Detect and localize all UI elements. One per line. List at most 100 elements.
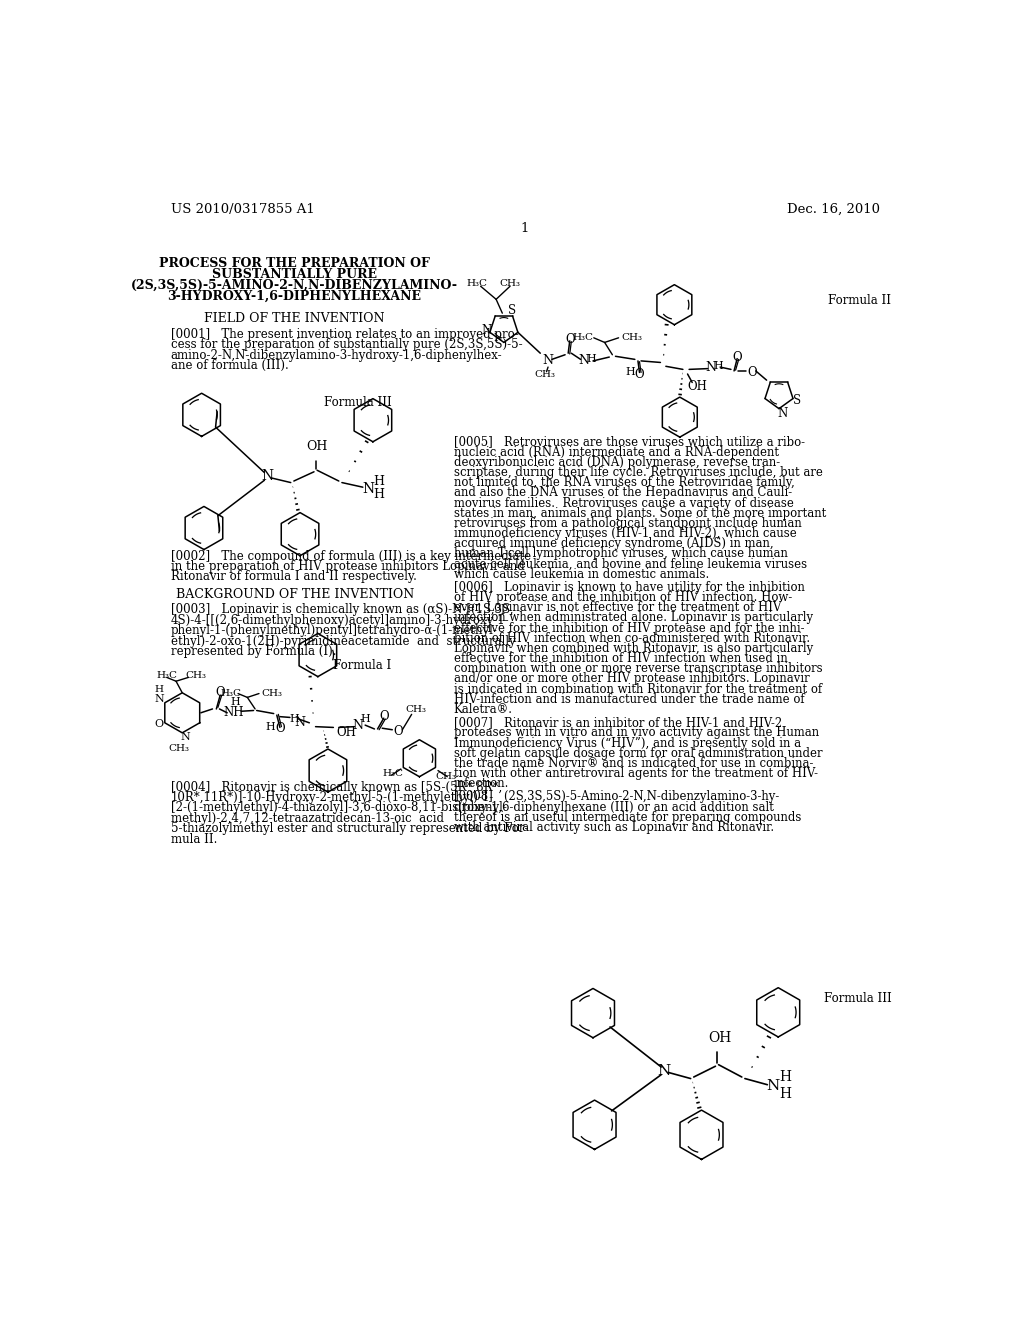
Text: H: H (155, 685, 164, 694)
Text: H: H (587, 354, 596, 364)
Text: infection when administrated alone. Lopinavir is particularly: infection when administrated alone. Lopi… (454, 611, 813, 624)
Text: N: N (155, 694, 164, 704)
Text: O: O (215, 685, 225, 698)
Text: SUBSTANTIALLY PURE: SUBSTANTIALLY PURE (212, 268, 377, 281)
Text: CH₃: CH₃ (435, 772, 457, 781)
Text: movirus families.  Retroviruses cause a variety of disease: movirus families. Retroviruses cause a v… (454, 496, 794, 510)
Text: 4S)-4-[[(2,6-dimethylphenoxy)acetyl]amino]-3-hydroxy-1-: 4S)-4-[[(2,6-dimethylphenoxy)acetyl]amin… (171, 614, 509, 627)
Text: H₃C: H₃C (157, 672, 177, 680)
Text: H: H (626, 367, 635, 376)
Text: Immunodeficiency Virus (“HIV”), and is presently sold in a: Immunodeficiency Virus (“HIV”), and is p… (454, 737, 801, 750)
Text: US 2010/0317855 A1: US 2010/0317855 A1 (171, 203, 314, 216)
Text: CH₃: CH₃ (535, 371, 555, 379)
Text: CH₃: CH₃ (185, 672, 207, 680)
Text: PROCESS FOR THE PREPARATION OF: PROCESS FOR THE PREPARATION OF (159, 257, 430, 271)
Text: CH₃: CH₃ (406, 705, 427, 714)
Text: N: N (579, 354, 589, 367)
Text: Formula III: Formula III (823, 991, 891, 1005)
Text: H₃C: H₃C (383, 770, 403, 777)
Text: Lopinavir, when combined with Ritonavir, is also particularly: Lopinavir, when combined with Ritonavir,… (454, 642, 813, 655)
Text: is indicated in combination with Ritonavir for the treatment of: is indicated in combination with Ritonav… (454, 682, 821, 696)
Text: and also the DNA viruses of the Hepadnavirus and Cauli-: and also the DNA viruses of the Hepadnav… (454, 487, 792, 499)
Text: effective for the inhibition of HIV infection when used in: effective for the inhibition of HIV infe… (454, 652, 787, 665)
Text: N: N (362, 482, 375, 496)
Text: H: H (290, 714, 299, 723)
Text: N: N (543, 354, 554, 367)
Text: H: H (360, 714, 370, 723)
Text: [0002]   The compound of formula (III) is a key intermediate: [0002] The compound of formula (III) is … (171, 549, 530, 562)
Text: NH: NH (223, 706, 244, 719)
Text: [0004]   Ritonavir is chemically known as [5S-(5R*,8R*,: [0004] Ritonavir is chemically known as … (171, 780, 502, 793)
Text: in the preparation of HIV protease inhibitors Lopinavir and: in the preparation of HIV protease inhib… (171, 560, 524, 573)
Text: OH: OH (709, 1031, 732, 1045)
Text: OH: OH (687, 380, 707, 393)
Text: H: H (265, 722, 275, 733)
Text: S: S (793, 393, 801, 407)
Text: [0007]   Ritonavir is an inhibitor of the HIV-1 and HIV-2: [0007] Ritonavir is an inhibitor of the … (454, 717, 781, 729)
Text: H: H (374, 488, 385, 502)
Text: [0001]   The present invention relates to an improved pro-: [0001] The present invention relates to … (171, 327, 518, 341)
Text: [0005]   Retroviruses are those viruses which utilize a ribo-: [0005] Retroviruses are those viruses wh… (454, 436, 805, 449)
Text: H: H (779, 1071, 792, 1084)
Text: ever, Lopinavir is not effective for the treatment of HIV: ever, Lopinavir is not effective for the… (454, 602, 781, 614)
Text: represented by Formula (I).: represented by Formula (I). (171, 645, 336, 659)
Text: Formula II: Formula II (828, 294, 891, 308)
Text: BACKGROUND OF THE INVENTION: BACKGROUND OF THE INVENTION (175, 589, 414, 601)
Text: N: N (481, 325, 492, 338)
Text: the trade name Norvir® and is indicated for use in combina-: the trade name Norvir® and is indicated … (454, 756, 813, 770)
Text: Ritonavir of formula I and II respectively.: Ritonavir of formula I and II respective… (171, 570, 417, 583)
Text: not limited to, the RNA viruses of the Retroviridae family,: not limited to, the RNA viruses of the R… (454, 477, 795, 490)
Text: Dec. 16, 2010: Dec. 16, 2010 (786, 203, 880, 216)
Text: acute cell leukemia, and bovine and feline leukemia viruses: acute cell leukemia, and bovine and feli… (454, 557, 807, 570)
Text: N: N (766, 1080, 779, 1093)
Text: HIV-infection and is manufactured under the trade name of: HIV-infection and is manufactured under … (454, 693, 804, 706)
Text: H: H (230, 697, 240, 708)
Text: retroviruses from a pathological standpoint include human: retroviruses from a pathological standpo… (454, 517, 801, 529)
Text: 5-thiazolylmethyl ester and structurally represented by For-: 5-thiazolylmethyl ester and structurally… (171, 822, 528, 836)
Text: H: H (714, 360, 723, 371)
Text: acquired immune deficiency syndrome (AIDS) in man,: acquired immune deficiency syndrome (AID… (454, 537, 773, 550)
Text: with antiviral activity such as Lopinavir and Ritonavir.: with antiviral activity such as Lopinavi… (454, 821, 773, 834)
Text: CH₃: CH₃ (261, 689, 283, 698)
Text: (2S,3S,5S)-5-AMINO-2-N,N-DIBENZYLAMINO-: (2S,3S,5S)-5-AMINO-2-N,N-DIBENZYLAMINO- (131, 279, 458, 292)
Text: immunodeficiency viruses (HIV-1 and HIV-2), which cause: immunodeficiency viruses (HIV-1 and HIV-… (454, 527, 797, 540)
Text: OH: OH (337, 726, 356, 739)
Text: droxy-1,6-diphenylhexane (III) or an acid addition salt: droxy-1,6-diphenylhexane (III) or an aci… (454, 800, 773, 813)
Text: 10R*,11R*)]-10-Hydroxy-2-methyl-5-(1-methylethyl)-1-: 10R*,11R*)]-10-Hydroxy-2-methyl-5-(1-met… (171, 791, 494, 804)
Text: N: N (352, 718, 362, 731)
Text: infection.: infection. (454, 777, 509, 791)
Text: O: O (748, 366, 757, 379)
Text: 3-HYDROXY-1,6-DIPHENYLHEXANE: 3-HYDROXY-1,6-DIPHENYLHEXANE (168, 289, 422, 302)
Text: Formula III: Formula III (324, 396, 391, 409)
Text: O: O (732, 351, 742, 363)
Text: O: O (393, 725, 402, 738)
Text: states in man, animals and plants. Some of the more important: states in man, animals and plants. Some … (454, 507, 825, 520)
Text: which cause leukemia in domestic animals.: which cause leukemia in domestic animals… (454, 568, 709, 581)
Text: S: S (508, 304, 516, 317)
Text: soft gelatin capsule dosage form for oral administration under: soft gelatin capsule dosage form for ora… (454, 747, 822, 760)
Text: thereof is an useful intermediate for preparing compounds: thereof is an useful intermediate for pr… (454, 810, 801, 824)
Text: amino-2-N,N-dibenzylamino-3-hydroxy-1,6-diphenylhex-: amino-2-N,N-dibenzylamino-3-hydroxy-1,6-… (171, 348, 502, 362)
Text: mula II.: mula II. (171, 833, 217, 846)
Text: ane of formula (III).: ane of formula (III). (171, 359, 289, 372)
Text: O: O (275, 722, 285, 735)
Text: of HIV protease and the inhibition of HIV infection. How-: of HIV protease and the inhibition of HI… (454, 591, 792, 605)
Text: deoxyribonucleic acid (DNA) polymerase, reverse tran-: deoxyribonucleic acid (DNA) polymerase, … (454, 455, 779, 469)
Text: combination with one or more reverse transcriptase inhibitors: combination with one or more reverse tra… (454, 663, 822, 676)
Text: H₃C: H₃C (572, 334, 593, 342)
Text: [2-(1-methylethyl)-4-thiazolyl]-3,6-dioxo-8,11-bis(phenyl-: [2-(1-methylethyl)-4-thiazolyl]-3,6-diox… (171, 801, 507, 814)
Text: Formula I: Formula I (333, 659, 391, 672)
Text: N: N (261, 470, 273, 483)
Text: CH₃: CH₃ (169, 743, 189, 752)
Text: OH: OH (306, 441, 328, 453)
Text: N: N (777, 407, 787, 420)
Text: H₃C: H₃C (466, 280, 487, 288)
Text: N: N (706, 360, 717, 374)
Text: N: N (657, 1064, 671, 1078)
Text: 1: 1 (520, 222, 529, 235)
Text: Kaletra®.: Kaletra®. (454, 704, 512, 715)
Text: methyl)-2,4,7,12-tetraazatridecan-13-oic  acid: methyl)-2,4,7,12-tetraazatridecan-13-oic… (171, 812, 443, 825)
Text: O: O (379, 710, 388, 723)
Text: CH₃: CH₃ (500, 280, 520, 288)
Text: FIELD OF THE INVENTION: FIELD OF THE INVENTION (205, 313, 385, 326)
